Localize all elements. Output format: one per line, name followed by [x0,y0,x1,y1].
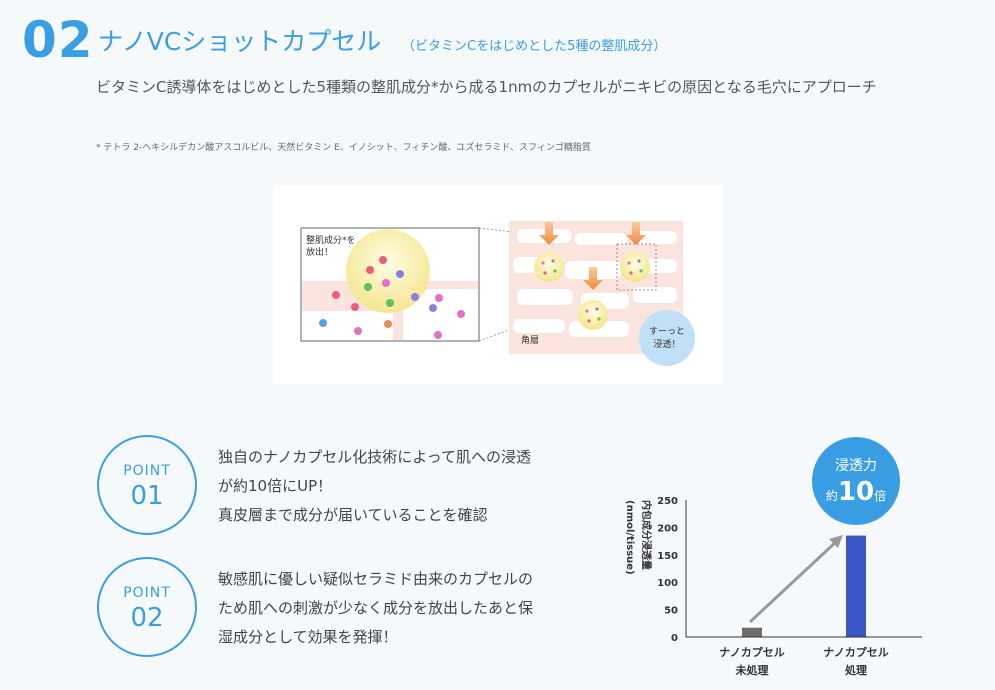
x-category-label: ナノカプセル [719,645,784,659]
point-number: 02 [130,603,164,633]
bubble-line1: すーっと [649,326,685,337]
point-01-badge: POINT 01 [97,435,197,535]
chart-bar [846,535,866,637]
chart-bar [742,627,762,637]
point-01-line: 真皮層まで成分が届いていることを確認 [218,506,488,524]
y-axis-label-line1: 内包成分浸透量 [640,500,653,570]
x-category-label: 処理 [844,663,867,677]
point-02-line: 湿成分として効果を発揮！ [218,628,398,646]
y-axis-label-line2: (nmol/tissue) [624,500,635,575]
y-tick-label: 200 [657,523,678,534]
point-02-text: 敏感肌に優しい疑似セラミド由来のカプセルの ため肌への刺激が少なく成分を放出した… [218,565,568,652]
speech-bubble [639,310,695,366]
callout-line1: 整肌成分*を [306,234,356,246]
x-category-label: ナノカプセル [823,645,888,659]
capsule-illustration: 整肌成分*を 放出！ 角層 すーっと [273,185,723,384]
badge-value-row: 約10倍 [812,477,900,507]
y-tick-label: 250 [657,496,678,507]
y-tick-label: 150 [657,551,678,562]
x-category-label: 未処理 [735,663,769,677]
layer-label: 角層 [521,334,539,346]
capsule-icon [620,252,650,282]
arrow-down-icon [539,222,559,245]
point-label: POINT [123,585,171,601]
capsule-diagram: 整肌成分*を 放出！ 角層 すーっと [300,221,695,366]
capsule-icon [534,252,564,282]
footnote: * テトラ 2-ヘキシルデカン酸アスコルビル、天然ビタミン E、イノシット、フィ… [96,143,591,153]
point-label: POINT [123,463,171,479]
y-tick-label: 100 [657,578,678,589]
point-02-line: ため肌への刺激が少なく成分を放出したあと保 [218,599,534,617]
capsule-icon [578,300,608,330]
badge-value: 10 [837,477,875,507]
page-title: ナノVCショットカプセル [98,27,382,56]
penetration-chart: 内包成分浸透量 (nmol/tissue) 0 50 100 150 200 250 ナノ… [624,496,922,677]
point-01-text: 独自のナノカプセル化技術によって肌への浸透 が約10倍にUP！ 真皮層まで成分が… [218,443,568,530]
arrow-down-icon [583,267,603,290]
callout-line2: 放出！ [306,246,333,258]
lead-text: ビタミンC誘導体をはじめとした5種類の整肌成分*から成る1nmのカプセルがニキビ… [96,78,877,96]
point-01-line: が約10倍にUP！ [218,477,333,495]
point-02-line: 敏感肌に優しい疑似セラミド由来のカプセルの [218,570,534,588]
page-subtitle: （ビタミンCをはじめとした5種の整肌成分） [402,39,667,54]
y-tick-label: 0 [671,633,678,644]
arrow-down-icon [626,222,646,245]
capsule-icon [346,229,430,313]
badge-suffix: 倍 [874,489,887,503]
arrow-head-icon [829,535,843,548]
badge-title: 浸透力 [835,458,877,474]
penetration-badge: 浸透力 約10倍 [812,437,900,525]
y-tick-label: 50 [664,606,678,617]
bubble-line2: 浸透！ [653,339,680,350]
badge-prefix: 約 [825,489,838,503]
trend-arrow-line [748,538,840,624]
section-number: 02 [22,11,94,69]
point-01-line: 独自のナノカプセル化技術によって肌への浸透 [218,448,532,466]
point-02-badge: POINT 02 [97,557,197,657]
point-number: 01 [130,481,164,511]
